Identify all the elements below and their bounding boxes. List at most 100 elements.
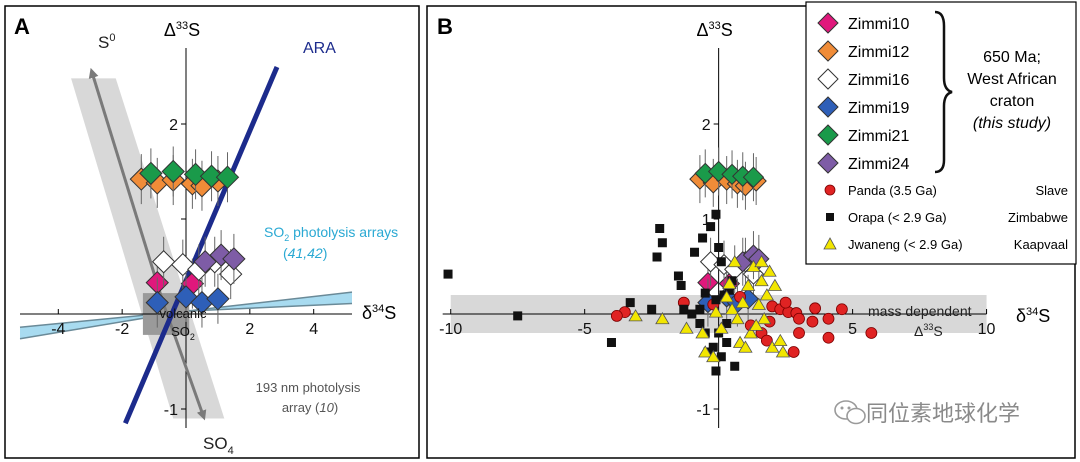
orapa-marker: [647, 304, 657, 314]
mass-dependent-delta-label: Δ33S: [914, 322, 943, 339]
jwaneng-marker: [754, 254, 769, 268]
legend-label: Zimmi16: [848, 72, 909, 89]
wechat-icon: [834, 400, 866, 425]
legend-zimmi24-marker: [817, 152, 839, 174]
orapa-marker: [606, 338, 616, 347]
jwaneng-marker: [708, 305, 724, 318]
panda-marker: [793, 312, 805, 325]
so2-photolysis-label: SO2 photolysis arrays: [264, 224, 398, 243]
y-tick-label: 2: [702, 117, 711, 134]
so4-label: SO4: [203, 434, 234, 457]
volcanic-so2-subscript: 2: [190, 332, 195, 342]
jwaneng-marker: [756, 311, 772, 325]
s0-label: S0: [98, 32, 115, 52]
legend-label: Zimmi24: [848, 156, 909, 173]
orapa-marker: [714, 243, 724, 252]
panda-marker: [835, 303, 848, 316]
jwaneng-marker: [767, 278, 783, 291]
legend-zimmi10-marker: [817, 12, 839, 34]
so2-photolysis-subscript: 2: [284, 233, 289, 243]
watermark: 同位素地球化学: [834, 400, 1020, 426]
legend-zimmi16-marker: [817, 68, 839, 90]
panel-a: A -4 -2 2 4 2 -1 Δ33S δ34S ARA S0 SO4 SO2 photo…: [4, 5, 420, 459]
jwaneng-marker: [748, 318, 764, 331]
orapa-marker: [724, 285, 734, 295]
legend-region: Zimbabwe: [1008, 210, 1068, 225]
panda-marker: [822, 312, 835, 325]
jwaneng-marker: [706, 349, 721, 363]
zimmi21-marker: [215, 165, 240, 189]
jwaneng-marker: [751, 297, 767, 310]
jwaneng-marker: [628, 309, 643, 322]
panda-marker: [822, 331, 835, 344]
y-axis-label: Δ33S: [696, 20, 732, 40]
jwaneng-marker: [719, 290, 734, 303]
zimmi16-marker: [171, 252, 195, 277]
legend-zimmi12-marker: [817, 40, 839, 62]
orapa-marker: [655, 224, 665, 233]
orapa-marker: [708, 342, 718, 352]
panda-marker: [793, 327, 805, 339]
series-orapa-2-9-ga: [443, 209, 740, 376]
orapa-marker: [679, 304, 689, 314]
panel-b-axes: -10 -5 5 10 2 1 -1 Δ33S δ34S: [439, 20, 1050, 428]
zimmi21-marker: [139, 161, 163, 186]
x-tick-label: -10: [439, 321, 462, 338]
zimmi24-marker: [222, 247, 246, 271]
so2-photolysis-refs: (41,42): [283, 245, 327, 261]
panel-a-points: [129, 146, 246, 328]
mass-dependent-s: S: [933, 323, 942, 339]
y-tick-label: 2: [169, 117, 178, 134]
jwaneng-marker: [714, 321, 729, 334]
ara-line: [123, 66, 280, 425]
jwaneng-marker: [679, 321, 694, 334]
watermark-text: 同位素地球化学: [866, 401, 1020, 426]
orapa-marker: [698, 233, 708, 243]
jwaneng-marker: [765, 340, 780, 353]
x-tick-label: 4: [309, 321, 318, 338]
legend-label: Zimmi12: [848, 44, 909, 61]
orapa-marker: [716, 352, 726, 362]
jwaneng-marker: [695, 326, 710, 339]
jwaneng-marker: [722, 276, 737, 289]
orapa-marker: [625, 298, 635, 308]
orapa-marker: [673, 271, 683, 281]
orapa-marker: [690, 247, 700, 257]
ara-label: ARA: [303, 40, 336, 57]
legend-label: Jwaneng (< 2.9 Ga): [848, 237, 963, 252]
orapa-marker: [706, 222, 716, 232]
legend-item-orapa-2-9-ga: Orapa (< 2.9 Ga) Zimbabwe: [826, 210, 1068, 225]
legend-label: Zimmi10: [848, 16, 909, 33]
orapa-marker: [657, 238, 667, 248]
legend-item-zimmi12: Zimmi12: [817, 40, 909, 62]
x-tick-label: -5: [578, 321, 592, 338]
panda-marker: [806, 315, 819, 328]
legend-group-line2: West African: [967, 71, 1057, 88]
panda-marker: [809, 302, 821, 315]
x-tick-label: 2: [245, 321, 254, 338]
x-tick-label: 5: [848, 321, 857, 338]
s0-arrow: [88, 67, 166, 305]
series-zimmi19: [145, 271, 230, 328]
legend-diamond-entries: Zimmi10 Zimmi12 Zimmi16 Zimmi19 Zimmi21 Zimmi…: [817, 12, 909, 174]
legend-label: Zimmi21: [848, 128, 909, 145]
jwaneng-marker: [724, 302, 740, 315]
panda-marker: [787, 346, 800, 358]
zimmi16-marker: [218, 262, 243, 286]
so2-array-edge: [185, 302, 353, 312]
orapa-marker: [676, 281, 686, 290]
legend-item-zimmi19: Zimmi19: [817, 96, 909, 118]
legend-item-zimmi24: Zimmi24: [817, 152, 909, 174]
legend-group-line4: (this study): [973, 115, 1051, 132]
jwaneng-marker: [730, 311, 745, 325]
panel-a-label: A: [14, 14, 30, 39]
orapa-marker: [687, 309, 697, 319]
zimmi21-marker: [742, 166, 765, 188]
legend-region: Slave: [1035, 183, 1068, 198]
jwaneng-marker: [759, 288, 775, 301]
x-tick-label: -2: [115, 321, 129, 338]
photolysis-193-label: 193 nm photolysis: [256, 380, 361, 395]
so2-photolysis-rest: photolysis arrays: [289, 224, 398, 240]
jwaneng-marker: [775, 345, 791, 358]
legend-item-zimmi16: Zimmi16: [817, 68, 909, 90]
